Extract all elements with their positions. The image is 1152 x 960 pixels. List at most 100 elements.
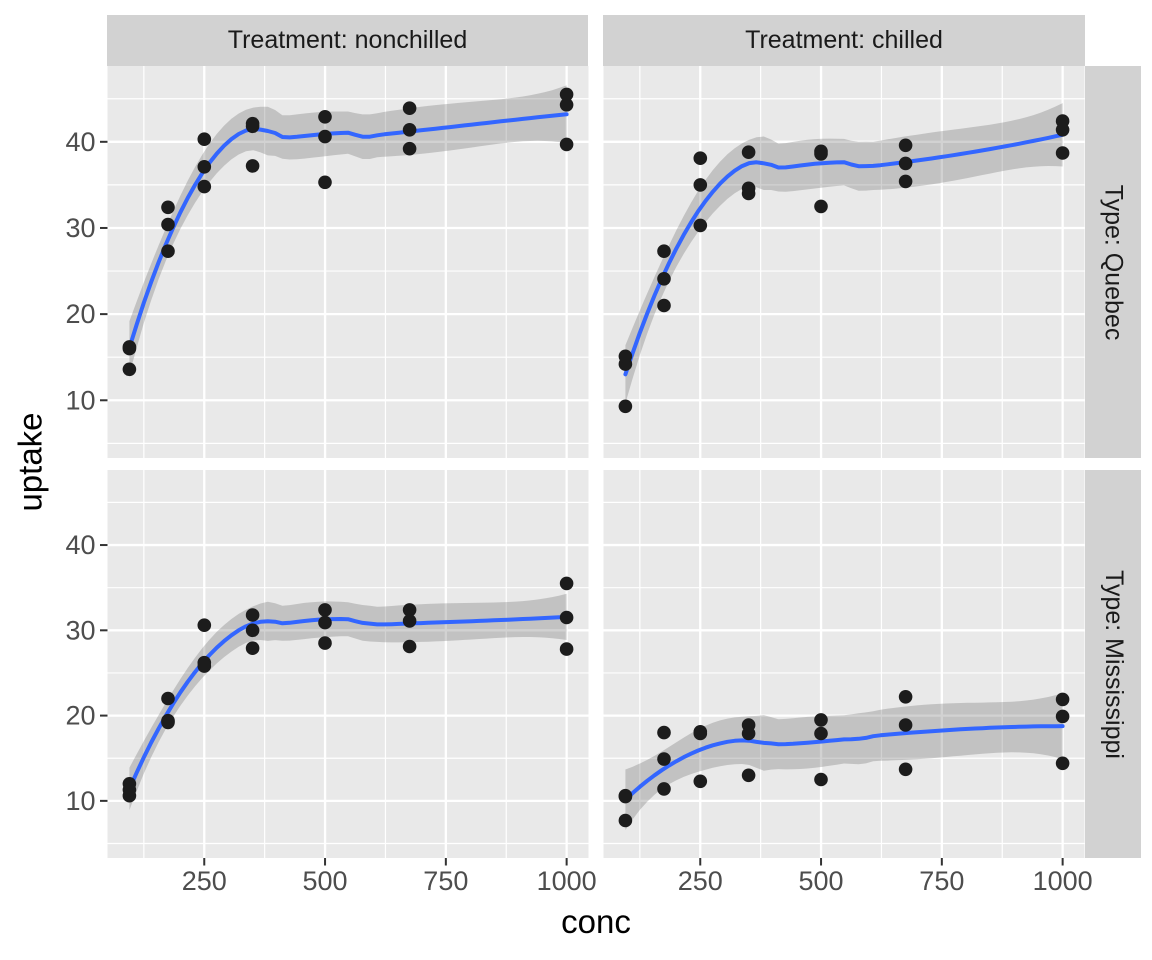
data-point <box>197 132 212 146</box>
data-point <box>814 199 828 214</box>
data-point <box>898 690 913 704</box>
facet-strip-label: Treatment: chilled <box>745 26 943 54</box>
facet-strip-label: Type: Mississippi <box>1099 569 1128 759</box>
data-point <box>402 123 417 137</box>
data-point <box>741 726 756 741</box>
data-point <box>318 110 332 124</box>
data-point <box>161 200 175 215</box>
panel-background <box>603 66 1085 458</box>
data-point <box>1055 123 1070 137</box>
data-point <box>122 340 137 354</box>
data-point <box>657 782 671 796</box>
data-point <box>245 623 260 638</box>
data-point <box>898 174 913 189</box>
confidence-ribbon <box>625 693 1063 830</box>
data-point <box>1055 709 1070 724</box>
data-point <box>559 87 574 102</box>
facet-strip-type-quebec: Type: Quebec <box>1085 66 1141 458</box>
panel-quebec-nonchilled <box>107 66 589 458</box>
data-point <box>814 726 828 741</box>
data-point <box>898 718 913 732</box>
y-tick-label: 20 <box>65 701 95 731</box>
data-point <box>318 603 332 617</box>
data-point <box>618 788 633 803</box>
data-point <box>657 725 671 740</box>
data-point <box>245 641 260 655</box>
y-axis-title: uptake <box>11 412 49 512</box>
facet-strip-treatment-nonchilled: Treatment: nonchilled <box>107 15 588 66</box>
data-point <box>657 272 671 286</box>
data-point <box>122 362 137 377</box>
data-point <box>122 783 137 797</box>
data-point <box>693 726 708 741</box>
data-point <box>814 772 828 787</box>
smooth-line <box>623 724 1065 802</box>
data-point <box>318 615 332 630</box>
data-point <box>197 179 212 194</box>
data-point <box>318 129 332 144</box>
y-tick-label: 40 <box>65 127 95 157</box>
x-tick-label: 500 <box>799 866 844 896</box>
y-tick-label: 30 <box>65 213 95 243</box>
data-point <box>161 244 175 258</box>
data-point <box>814 713 828 727</box>
data-point <box>657 298 671 313</box>
data-point <box>197 659 212 673</box>
data-point <box>402 639 417 654</box>
smooth-line <box>623 132 1065 377</box>
data-point <box>559 137 574 152</box>
data-point <box>657 752 671 766</box>
data-point <box>245 159 260 173</box>
smooth-line <box>127 112 569 350</box>
data-point <box>741 186 756 201</box>
data-point <box>1055 692 1070 707</box>
panel-mississippi-nonchilled <box>107 470 589 858</box>
panel-background <box>603 470 1085 858</box>
confidence-ribbon <box>129 85 567 375</box>
x-tick-label: 250 <box>182 866 227 896</box>
x-tick-label: 250 <box>678 866 723 896</box>
data-point <box>693 178 708 192</box>
y-tick-label: 40 <box>65 530 95 560</box>
data-point <box>245 116 260 131</box>
data-point <box>402 614 417 628</box>
data-point <box>197 160 212 174</box>
x-tick-label: 750 <box>423 866 468 896</box>
data-point <box>318 175 332 190</box>
panel-mississippi-chilled <box>603 470 1085 858</box>
y-tick-label: 10 <box>65 786 95 816</box>
x-tick-label: 750 <box>919 866 964 896</box>
confidence-ribbon <box>129 593 567 811</box>
facet-strip-type-mississippi: Type: Mississippi <box>1085 470 1141 858</box>
data-point <box>197 618 212 632</box>
data-point <box>814 144 828 159</box>
data-point <box>161 217 175 232</box>
confidence-ribbon <box>625 103 1063 404</box>
data-point <box>1055 756 1070 771</box>
data-point <box>657 244 671 258</box>
x-axis-title: conc <box>561 903 631 940</box>
x-tick-label: 1000 <box>1033 866 1093 896</box>
data-point <box>559 576 574 591</box>
x-tick-label: 500 <box>303 866 348 896</box>
data-point <box>618 813 633 828</box>
data-point <box>693 151 708 165</box>
facet-strip-label: Treatment: nonchilled <box>227 26 468 54</box>
data-point <box>245 608 260 622</box>
facet-strip-label: Type: Quebec <box>1099 184 1128 340</box>
y-tick-label: 20 <box>65 299 95 329</box>
data-point <box>318 636 332 650</box>
data-point <box>898 762 913 777</box>
data-point <box>618 349 633 364</box>
data-point <box>693 218 708 233</box>
data-point <box>693 774 708 789</box>
data-point <box>402 141 417 156</box>
panel-background <box>107 470 589 858</box>
data-point <box>402 101 417 115</box>
data-point <box>1055 146 1070 160</box>
data-point <box>898 138 913 153</box>
facet-strip-treatment-chilled: Treatment: chilled <box>603 15 1085 66</box>
y-tick-label: 30 <box>65 615 95 645</box>
